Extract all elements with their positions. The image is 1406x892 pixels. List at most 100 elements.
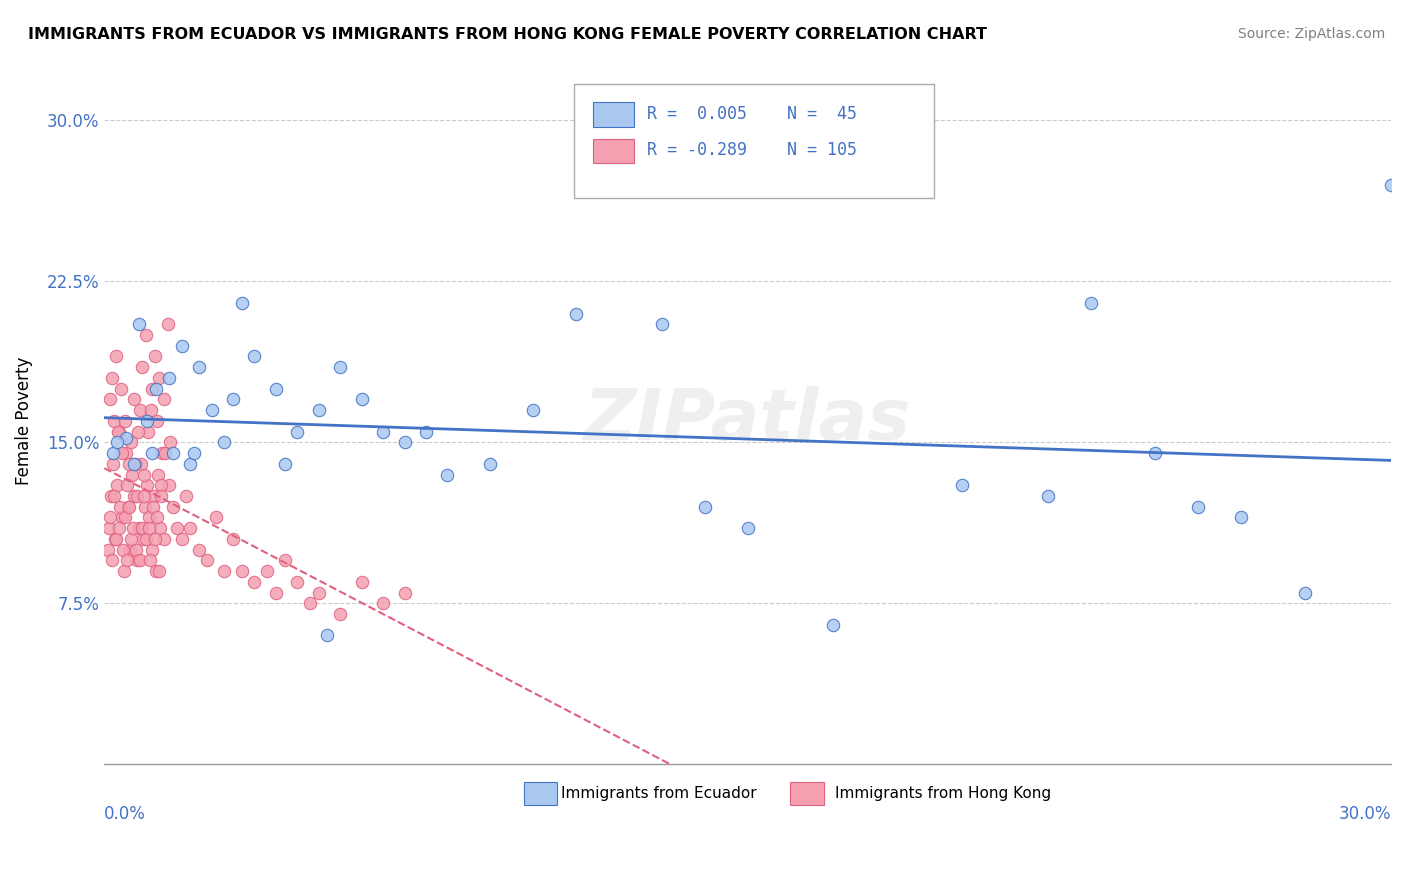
Point bbox=[565, 306, 588, 320]
Point bbox=[285, 425, 308, 439]
Y-axis label: Female Poverty: Female Poverty bbox=[15, 357, 32, 485]
Point bbox=[103, 414, 125, 428]
Point bbox=[128, 403, 150, 417]
Point bbox=[127, 489, 149, 503]
Text: R = -0.289    N = 105: R = -0.289 N = 105 bbox=[647, 141, 858, 160]
Text: Immigrants from Ecuador: Immigrants from Ecuador bbox=[561, 787, 756, 801]
Point bbox=[104, 532, 127, 546]
Point bbox=[148, 564, 170, 578]
Point bbox=[114, 510, 136, 524]
Point bbox=[128, 318, 150, 332]
Point bbox=[170, 532, 193, 546]
Point bbox=[150, 446, 173, 460]
Point bbox=[522, 403, 544, 417]
Point bbox=[124, 457, 146, 471]
Point bbox=[111, 446, 134, 460]
Point bbox=[132, 532, 155, 546]
Point bbox=[118, 500, 141, 514]
Point bbox=[373, 596, 395, 610]
Point bbox=[308, 585, 330, 599]
Point bbox=[124, 457, 146, 471]
Point bbox=[107, 521, 129, 535]
Point bbox=[122, 521, 145, 535]
Point bbox=[138, 510, 160, 524]
Point bbox=[1080, 295, 1102, 310]
Point bbox=[107, 425, 129, 439]
Point bbox=[157, 371, 180, 385]
Point bbox=[114, 446, 136, 460]
Point bbox=[243, 350, 266, 364]
Point bbox=[264, 382, 287, 396]
Point bbox=[651, 318, 673, 332]
Point bbox=[256, 564, 278, 578]
Point bbox=[1187, 500, 1209, 514]
Point bbox=[162, 500, 184, 514]
Point bbox=[100, 489, 122, 503]
Point bbox=[108, 425, 131, 439]
Point bbox=[150, 489, 173, 503]
Text: ZIPatlas: ZIPatlas bbox=[583, 386, 911, 455]
Point bbox=[136, 425, 159, 439]
Point bbox=[117, 500, 139, 514]
Point bbox=[136, 478, 159, 492]
Point bbox=[214, 564, 236, 578]
Point bbox=[415, 425, 437, 439]
Point bbox=[394, 585, 416, 599]
Point bbox=[148, 371, 170, 385]
Point bbox=[125, 553, 148, 567]
Point bbox=[115, 553, 138, 567]
Point bbox=[166, 521, 188, 535]
Point bbox=[127, 425, 149, 439]
Text: Source: ZipAtlas.com: Source: ZipAtlas.com bbox=[1237, 27, 1385, 41]
Point bbox=[273, 553, 295, 567]
Point bbox=[156, 318, 179, 332]
Point bbox=[222, 532, 245, 546]
Point bbox=[98, 510, 121, 524]
Point bbox=[121, 467, 143, 482]
Point bbox=[214, 435, 236, 450]
Point bbox=[115, 478, 138, 492]
Point bbox=[205, 510, 228, 524]
Point bbox=[129, 457, 152, 471]
Point bbox=[103, 489, 125, 503]
Point bbox=[146, 510, 169, 524]
Point bbox=[142, 489, 165, 503]
Text: R =  0.005    N =  45: R = 0.005 N = 45 bbox=[647, 105, 858, 123]
Point bbox=[162, 446, 184, 460]
Point bbox=[146, 467, 169, 482]
Point bbox=[436, 467, 458, 482]
Point bbox=[157, 478, 180, 492]
Point bbox=[316, 628, 339, 642]
Point bbox=[104, 532, 127, 546]
Point bbox=[142, 500, 165, 514]
Point bbox=[131, 521, 153, 535]
Point bbox=[101, 446, 124, 460]
Point bbox=[308, 403, 330, 417]
Point bbox=[1230, 510, 1253, 524]
Point bbox=[737, 521, 759, 535]
Point bbox=[285, 574, 308, 589]
Text: IMMIGRANTS FROM ECUADOR VS IMMIGRANTS FROM HONG KONG FEMALE POVERTY CORRELATION : IMMIGRANTS FROM ECUADOR VS IMMIGRANTS FR… bbox=[28, 27, 987, 42]
FancyBboxPatch shape bbox=[593, 138, 634, 163]
Point bbox=[105, 478, 128, 492]
Point bbox=[350, 392, 373, 407]
Point bbox=[125, 542, 148, 557]
Point bbox=[97, 521, 120, 535]
Point bbox=[105, 435, 128, 450]
Point bbox=[373, 425, 395, 439]
Point bbox=[114, 431, 136, 445]
Point bbox=[101, 457, 124, 471]
Point bbox=[112, 564, 135, 578]
Point bbox=[149, 521, 172, 535]
Point bbox=[693, 500, 716, 514]
Point bbox=[118, 457, 141, 471]
Point bbox=[135, 328, 157, 343]
Point bbox=[145, 414, 167, 428]
Point bbox=[1144, 446, 1167, 460]
Point bbox=[134, 500, 156, 514]
Point bbox=[110, 500, 132, 514]
Point bbox=[141, 542, 163, 557]
Point bbox=[152, 392, 174, 407]
FancyBboxPatch shape bbox=[524, 782, 557, 805]
Point bbox=[120, 435, 142, 450]
